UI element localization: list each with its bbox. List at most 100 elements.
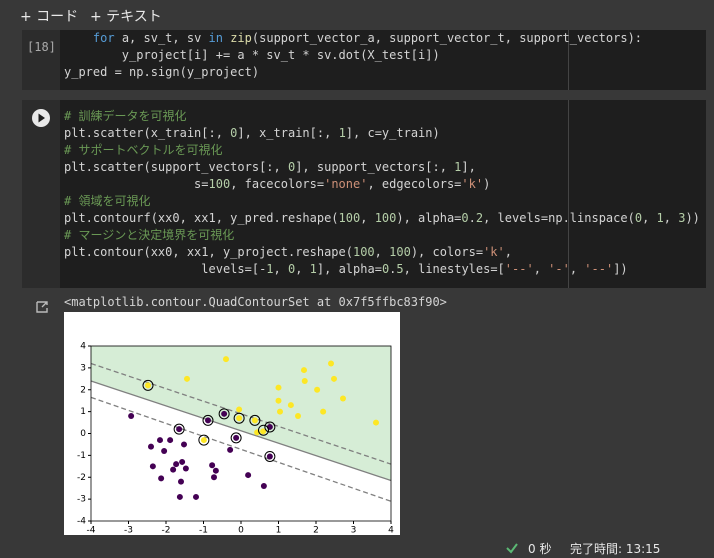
code-line: y_project[i] += a * sv_t * sv.dot(X_test… (64, 48, 440, 62)
x-tick-label: -1 (199, 526, 208, 536)
status-bar: 0 秒 完了時間: 13:15 (0, 538, 714, 558)
point (236, 415, 243, 422)
code-line: s=100, facecolors='none', edgecolors='k'… (64, 177, 491, 191)
code-line: # 訓練データを可視化 (64, 109, 187, 123)
x-tick-label: -3 (124, 526, 133, 536)
y-tick-label: -4 (77, 517, 86, 527)
x-tick-label: 3 (351, 526, 357, 536)
y-tick-label: 3 (80, 363, 86, 373)
point (173, 461, 180, 468)
point (178, 478, 184, 485)
point (314, 386, 321, 393)
point (170, 466, 177, 473)
point (212, 467, 219, 474)
x-tick-label: -2 (162, 526, 171, 536)
point (331, 375, 337, 382)
support-vector (202, 414, 214, 426)
output-icon[interactable] (34, 299, 50, 315)
margin-line (90, 396, 392, 502)
point (260, 428, 267, 435)
code-line: # 領域を可視化 (64, 194, 151, 208)
point (128, 413, 135, 419)
y-tick-label: -3 (77, 495, 86, 505)
code-line: # マージンと決定境界を可視化 (64, 228, 235, 242)
point (209, 462, 216, 469)
support-vector (218, 408, 230, 420)
point (157, 437, 163, 444)
point (301, 378, 308, 384)
point (266, 453, 273, 460)
code-line: # サポートベクトルを可視化 (64, 143, 223, 157)
support-vector (173, 423, 185, 435)
code-area[interactable] (60, 100, 706, 288)
y-tick-label: 0 (80, 429, 86, 439)
point (176, 426, 183, 433)
add-code-button[interactable]: + コード (20, 9, 79, 25)
point (158, 475, 165, 482)
point (167, 437, 174, 444)
point (179, 458, 186, 465)
point (148, 443, 154, 450)
plot: -4 -3 -2 -1 0 1 2 3 4 -4 -3 -2 -1 0 1 2 3 4 (64, 312, 400, 535)
x-tick-label: -4 (87, 526, 96, 536)
cell: [18] for a, sv_t, sv in zip(support_vect… (22, 30, 706, 90)
point (245, 472, 252, 479)
point (176, 493, 183, 500)
add-text-button[interactable]: + テキスト (90, 9, 162, 25)
x-tick-label: 2 (313, 526, 319, 536)
support-vector (264, 421, 276, 433)
x-tick-label: 0 (238, 526, 244, 536)
point (295, 413, 301, 419)
point (301, 367, 307, 374)
code-lines: # 訓練データを可視化 plt.scatter(x_train[:, 0], x_… (64, 108, 700, 278)
point (205, 417, 211, 424)
completed-time: 完了時間: 13:15 (570, 542, 661, 556)
ruler (568, 30, 569, 90)
point (260, 483, 267, 489)
point (221, 410, 228, 417)
point (236, 406, 243, 413)
point (161, 448, 168, 454)
support-vector (230, 432, 242, 444)
point (200, 437, 207, 444)
point (182, 465, 189, 472)
x-tick-label: 4 (388, 526, 394, 536)
duration: 0 秒 (528, 542, 552, 556)
support-vector (258, 424, 269, 436)
point (320, 408, 327, 415)
point (145, 382, 151, 389)
point (211, 474, 217, 481)
ruler (568, 100, 569, 288)
support-vector (198, 434, 210, 446)
code-lines: for a, sv_t, sv in zip(support_vector_a,… (64, 30, 642, 81)
output-text: <matplotlib.contour.QuadContourSet at 0x… (64, 295, 447, 309)
code-line: plt.contour(xx0, xx1, y_project.reshape(… (64, 245, 512, 259)
support-vector (142, 379, 154, 391)
point (287, 402, 294, 409)
support-vector (264, 450, 276, 462)
y-tick-label: -2 (77, 473, 86, 483)
y-tick-label: 4 (80, 342, 86, 352)
point (193, 493, 199, 500)
toolbar: + コード + テキスト (0, 0, 714, 30)
run-button[interactable] (31, 108, 51, 128)
y-tick-label: -1 (77, 451, 86, 461)
execution-count: [18] (27, 40, 56, 54)
code-line: for a, sv_t, sv in zip(support_vector_a,… (92, 31, 643, 45)
x-tick-label: 1 (276, 526, 282, 536)
point (227, 446, 234, 453)
code-line: plt.scatter(support_vectors[:, 0], suppo… (64, 160, 476, 174)
point (373, 419, 379, 426)
margin-line (90, 380, 392, 482)
point (184, 375, 190, 382)
point (275, 397, 282, 404)
point (275, 384, 282, 391)
code-area[interactable] (60, 30, 706, 90)
point (233, 434, 240, 441)
point (181, 441, 187, 448)
support-vector (233, 412, 245, 424)
y-tick-label: 1 (80, 407, 86, 417)
code-line: plt.contourf(xx0, xx1, y_pred.reshape(10… (64, 211, 700, 225)
code-line: levels=[-1, 0, 1], alpha=0.5, linestyles… (64, 262, 628, 276)
